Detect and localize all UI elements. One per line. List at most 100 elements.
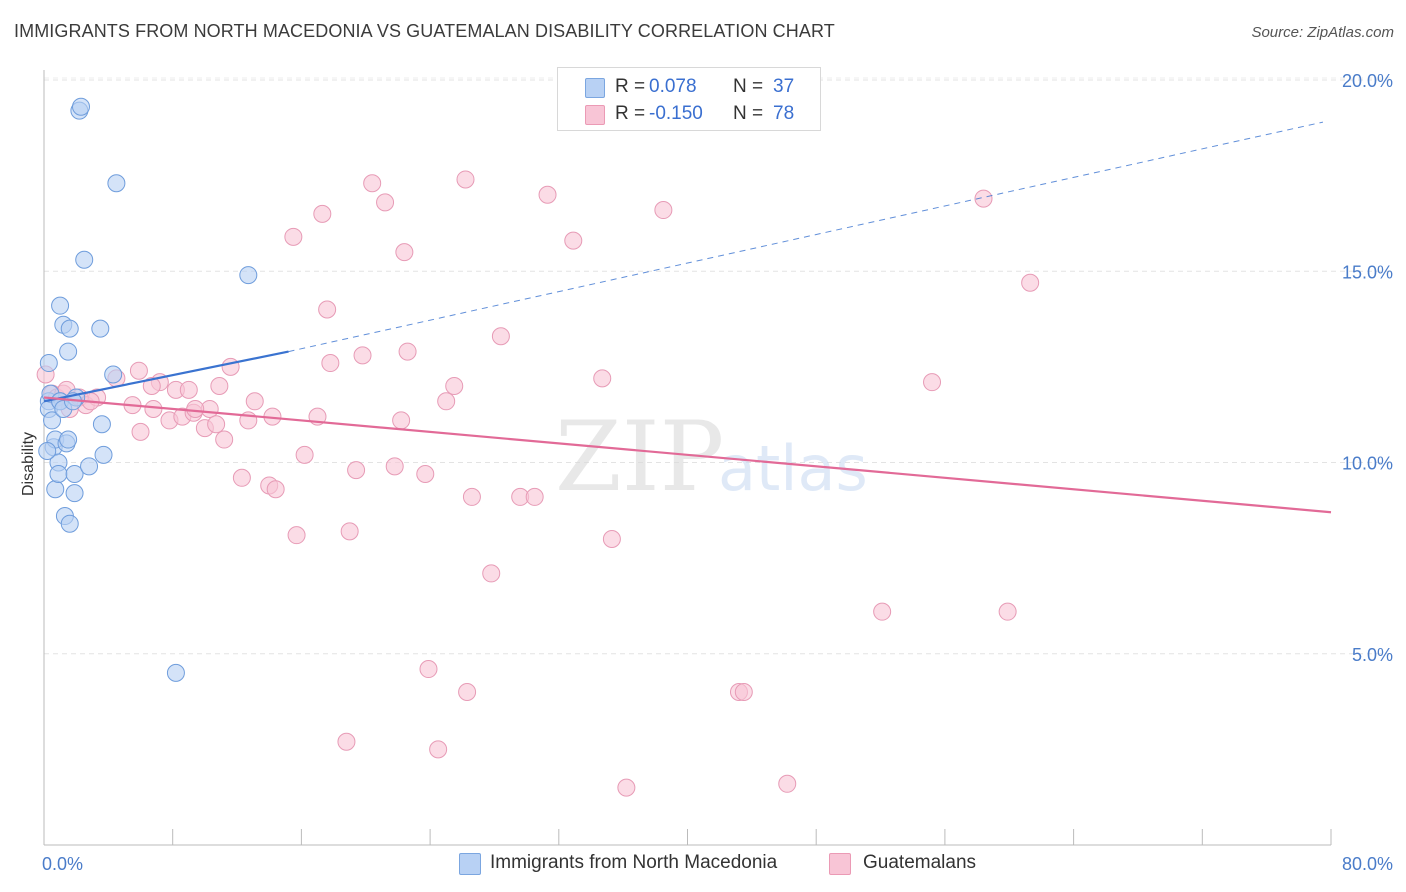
point-guatemalans [873,602,892,621]
point-guatemalans [210,377,229,395]
point-guatemalans [313,204,332,223]
point-guatemalans [353,346,372,365]
point-north-macedonia [92,415,111,434]
point-north-macedonia [60,319,79,338]
legend-r-label: R = [615,76,646,97]
point-guatemalans [318,300,337,319]
point-guatemalans [207,415,226,434]
legend-swatch-pink [585,105,605,125]
point-north-macedonia [39,354,58,373]
point-guatemalans [998,602,1017,621]
point-guatemalans [456,170,475,189]
point-guatemalans [416,464,435,483]
legend-n-label: N = [733,76,764,97]
point-north-macedonia [166,663,185,682]
point-guatemalans [617,778,636,797]
point-north-macedonia [80,457,99,476]
point-guatemalans [437,392,456,411]
point-guatemalans [482,564,501,583]
point-guatemalans [602,530,621,548]
point-guatemalans [923,373,942,392]
point-north-macedonia [65,464,84,483]
bottom-legend-label-pink: Guatemalans [863,852,977,873]
point-north-macedonia [104,365,123,384]
source-credit: Source: ZipAtlas.com [1251,24,1394,41]
x-tick-label-max: 80.0% [1342,854,1393,874]
point-guatemalans [974,189,993,208]
point-guatemalans [347,461,366,480]
grid-lines [44,77,1392,655]
point-guatemalans [593,369,612,388]
point-guatemalans [266,480,285,499]
legend-n-label: N = [733,103,764,124]
point-guatemalans [1021,273,1040,292]
point-guatemalans [458,683,477,701]
point-north-macedonia [49,464,68,483]
point-guatemalans [491,327,510,346]
bottom-legend-swatch-pink [829,853,851,875]
point-guatemalans [654,201,673,220]
y-tick-label: 15.0% [1342,262,1393,282]
point-guatemalans [186,399,205,418]
point-guatemalans [337,732,356,751]
point-north-macedonia [65,484,84,503]
legend-r-value: -0.150 [649,103,703,124]
point-guatemalans [321,354,340,373]
point-guatemalans [462,487,481,506]
point-guatemalans [429,740,448,759]
watermark-zip: ZIP [555,401,724,513]
point-guatemalans [778,774,797,793]
x-tick-label-min: 0.0% [42,854,83,874]
point-guatemalans [395,243,414,262]
point-guatemalans [525,487,544,506]
legend-swatch-blue [585,78,605,98]
point-north-macedonia [239,266,258,285]
point-guatemalans [340,522,359,541]
tick-labels: 5.0% 10.0% 15.0% 20.0% 0.0% 80.0% [42,71,1393,874]
point-guatemalans [363,174,382,193]
point-guatemalans [215,430,234,449]
bottom-legend-swatch-blue [459,853,481,875]
point-guatemalans [245,392,264,411]
point-guatemalans [398,342,417,361]
trend-lines [43,121,1332,514]
point-north-macedonia [60,514,79,533]
point-north-macedonia [43,411,62,430]
y-tick-label: 10.0% [1342,454,1393,474]
point-guatemalans [284,227,303,246]
series-north-macedonia [38,97,258,682]
trend-line-blue-solid [43,350,289,403]
point-guatemalans [564,231,583,250]
point-guatemalans [392,411,411,430]
chart-title: IMMIGRANTS FROM NORTH MACEDONIA VS GUATE… [14,21,835,41]
legend-n-value: 78 [773,103,795,124]
point-guatemalans [142,377,161,395]
trend-line-pink [43,396,1332,514]
point-north-macedonia [59,342,78,361]
point-guatemalans [734,683,753,701]
point-north-macedonia [46,480,65,499]
legend-r-label: R = [615,103,646,124]
point-guatemalans [538,185,557,204]
point-north-macedonia [59,430,78,449]
point-guatemalans [144,399,163,418]
point-north-macedonia [51,296,70,315]
series-guatemalans [36,170,1040,797]
point-north-macedonia [107,174,126,193]
point-guatemalans [445,377,464,395]
point-guatemalans [131,422,150,441]
point-north-macedonia [94,445,113,464]
point-guatemalans [232,468,251,487]
y-tick-label: 5.0% [1352,645,1393,665]
y-tick-label: 20.0% [1342,71,1393,91]
point-north-macedonia [91,319,110,338]
point-guatemalans [179,380,198,399]
point-north-macedonia [72,97,91,116]
point-guatemalans [295,445,314,464]
stats-legend: R = 0.078 N = 37 R = -0.150 N = 78 [557,67,821,131]
point-guatemalans [221,357,240,376]
point-north-macedonia [75,250,94,269]
point-guatemalans [419,660,438,679]
point-guatemalans [287,526,306,545]
